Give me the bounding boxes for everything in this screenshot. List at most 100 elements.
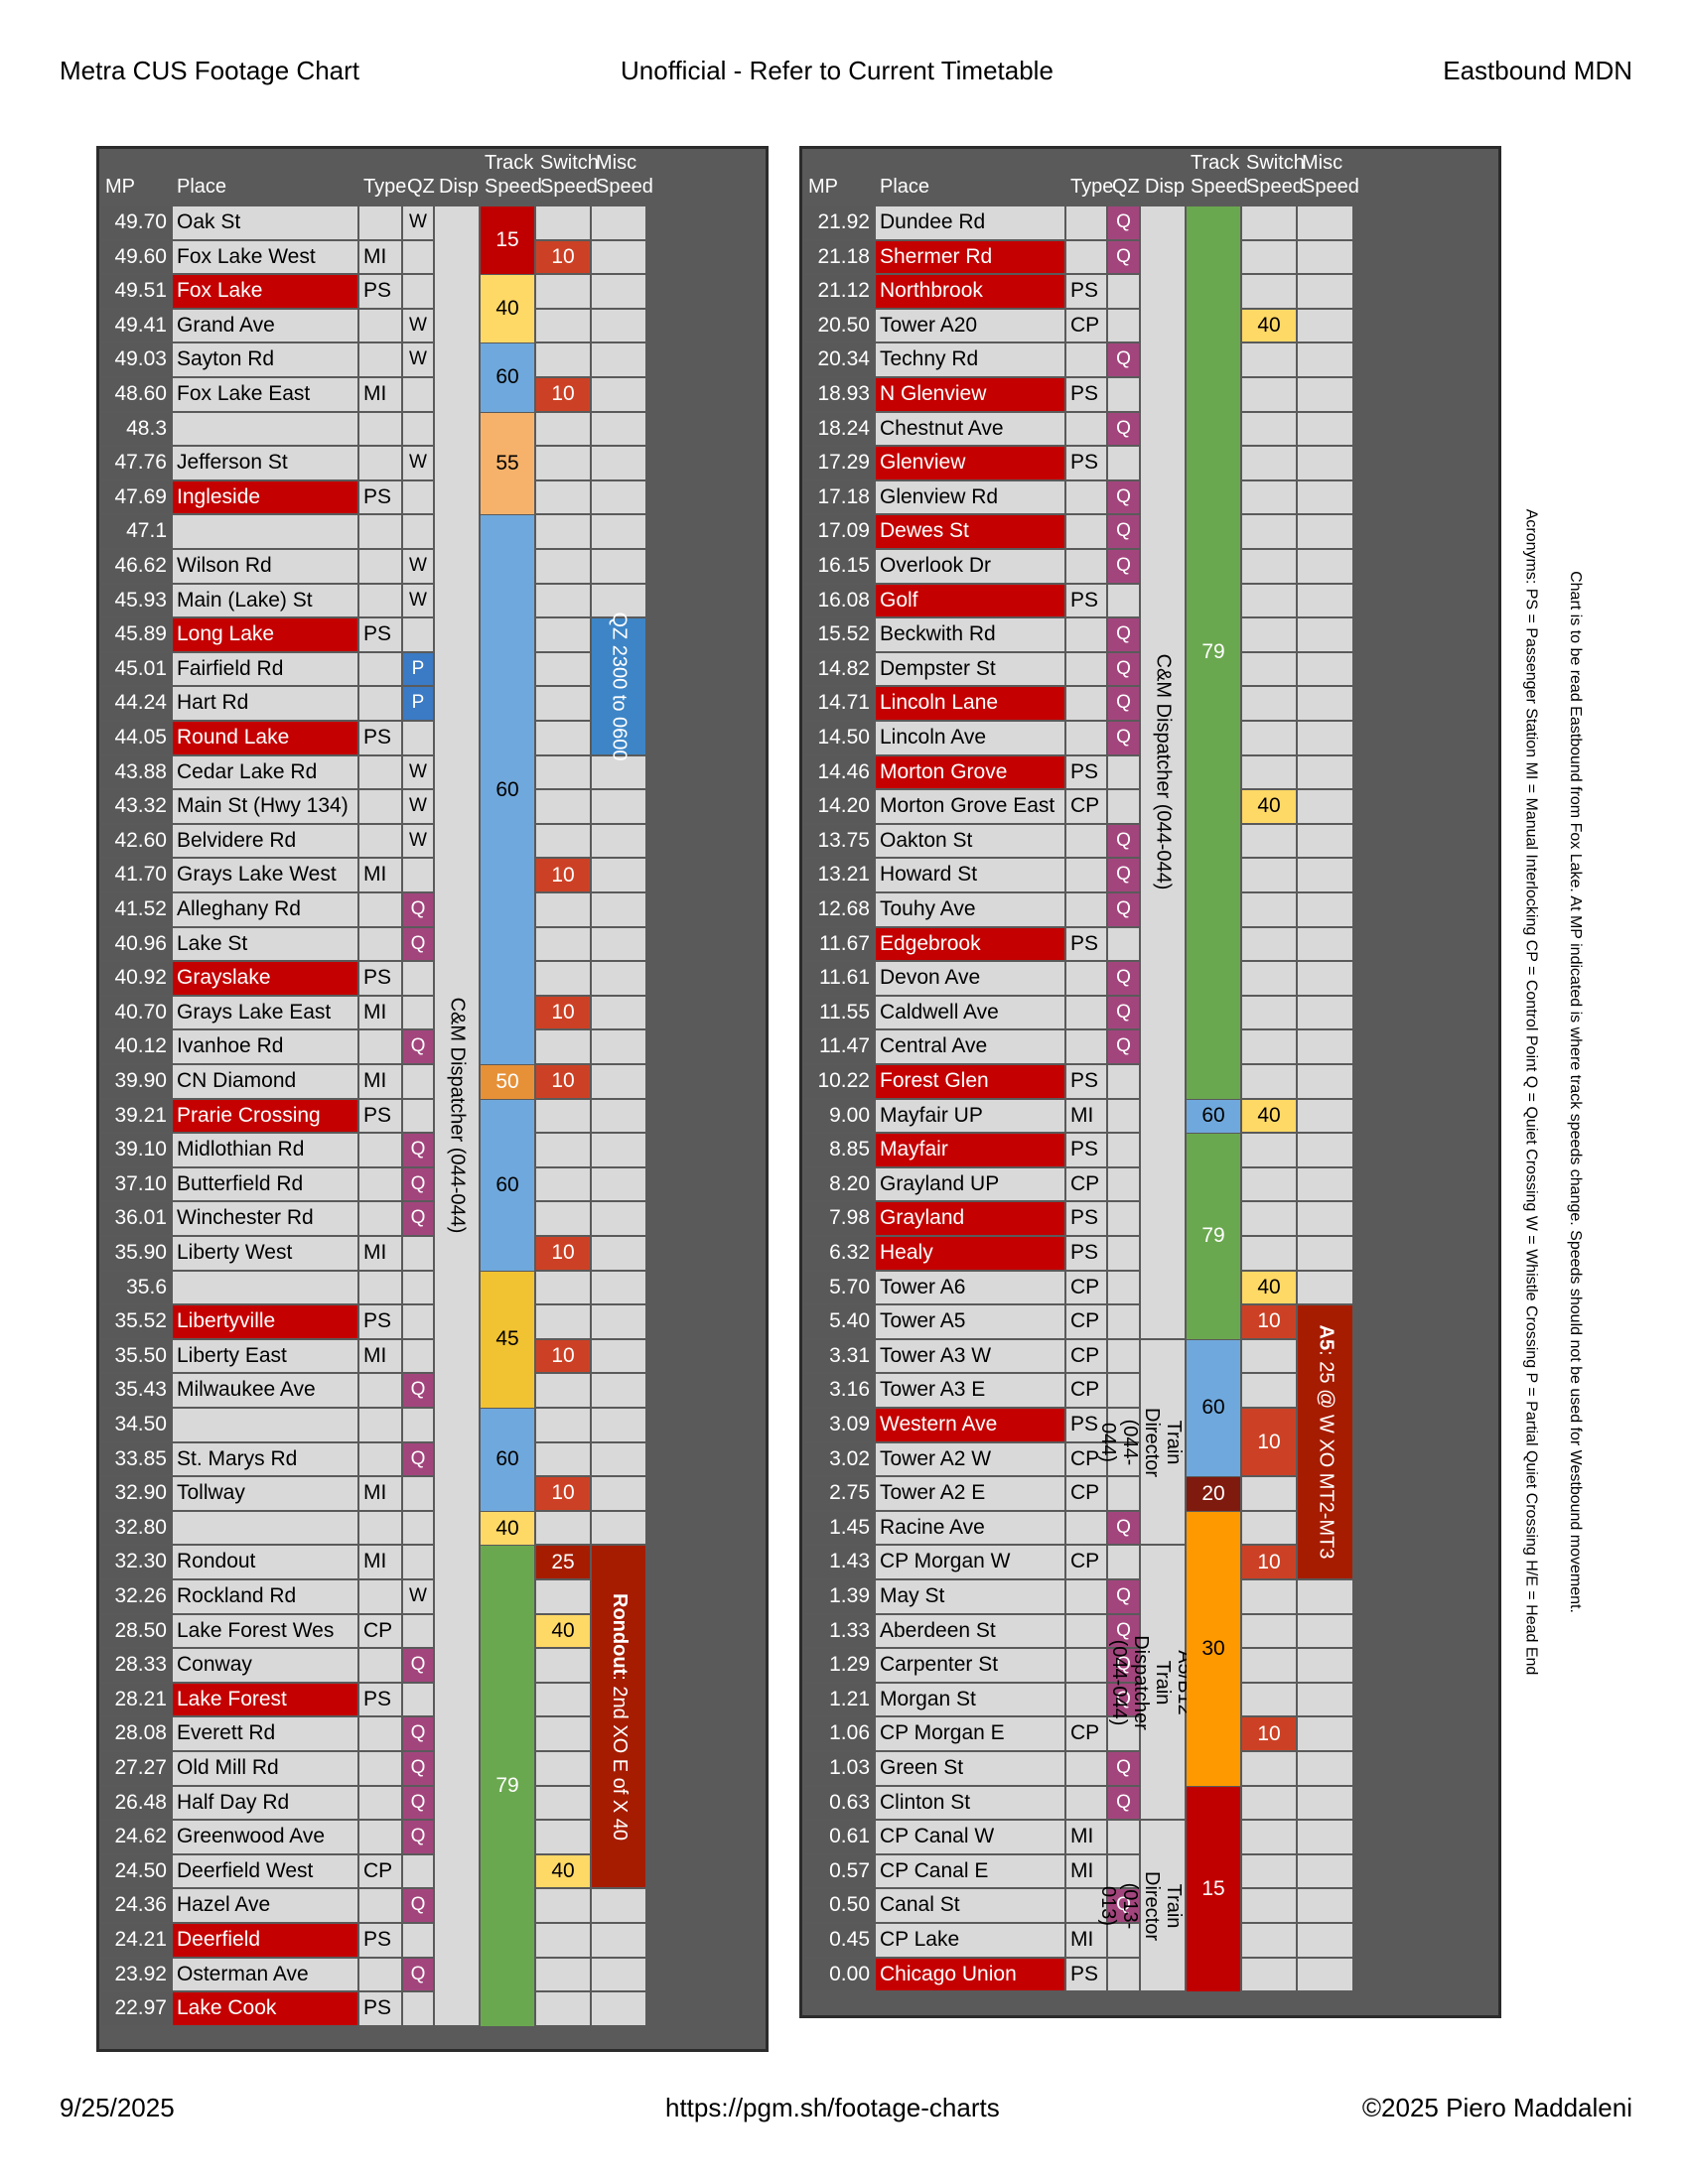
misc-speed-cell [592,790,645,823]
mile-post: 40.70 [101,996,171,1029]
place-type [359,584,401,617]
mile-post: 1.03 [804,1752,874,1785]
place-type [1066,1511,1106,1545]
place-name: Central Ave [876,1030,1064,1063]
place-type [359,755,401,789]
switch-speed-cell [536,1958,590,1991]
place-name: Shermer Rd [876,240,1064,274]
mile-post: 5.40 [804,1305,874,1338]
place-type [1066,962,1106,995]
place-name: Devon Ave [876,962,1064,995]
place-type [359,447,401,479]
place-type: MI [359,1065,401,1098]
mile-post: 26.48 [101,1786,171,1820]
quiet-zone-marker [1108,584,1139,617]
mile-post: 0.63 [804,1786,874,1820]
switch-speed-cell [1242,687,1296,720]
switch-speed-cell [1242,755,1296,789]
switch-speed-cell [536,962,590,995]
quiet-zone-marker: Q [1108,893,1139,926]
track-speed-block: 15 [1187,1786,1240,1992]
place-type [359,1409,401,1441]
place-name [173,515,357,548]
mile-post: 18.24 [804,412,874,446]
place-name: Green St [876,1752,1064,1785]
track-speed-block: 15 [481,206,534,275]
mile-post: 3.31 [804,1339,874,1373]
col-header-switch: Switch Speed [1242,151,1305,199]
chart-note: Chart is to be read Eastbound from Fox L… [1567,571,1585,1613]
misc-speed-cell [592,893,645,926]
switch-speed-cell [536,1683,590,1716]
misc-speed-cell [1298,1889,1352,1922]
misc-speed-cell [1298,996,1352,1029]
switch-speed-cell [536,1717,590,1750]
quiet-zone-marker [403,1924,433,1957]
quiet-zone-marker: W [403,550,433,583]
misc-speed-cell [592,1374,645,1407]
header-right: Eastbound MDN [1443,56,1632,85]
col-header-misc-line1: Misc [1302,152,1343,174]
mile-post: 35.90 [101,1237,171,1270]
place-type: PS [1066,275,1106,308]
switch-speed-cell [1242,1752,1296,1785]
mile-post: 0.45 [804,1924,874,1957]
switch-speed-cell [536,1030,590,1063]
switch-speed-cell [1242,1477,1296,1510]
switch-speed-cell [536,1649,590,1682]
place-name: Main (Lake) St [173,584,357,617]
switch-speed-cell [536,206,590,239]
misc-speed-cell [1298,859,1352,891]
misc-speed-label: A5: 25 @ W XO MT2-MT3 [1314,1325,1336,1560]
col-header-type-line1: Type [363,176,407,198]
misc-speed-cell [1298,412,1352,446]
misc-speed-cell [1298,1683,1352,1716]
place-name: Caldwell Ave [876,996,1064,1029]
place-type: MI [359,378,401,411]
mile-post: 28.21 [101,1683,171,1716]
track-speed-block: 79 [1187,1134,1240,1339]
switch-speed-cell [536,584,590,617]
place-name: Cedar Lake Rd [173,755,357,789]
place-type [359,652,401,686]
misc-speed-cell [592,275,645,308]
place-name: Belvidere Rd [173,824,357,858]
quiet-zone-marker [403,515,433,548]
place-type [359,1821,401,1853]
place-name: Golf [876,584,1064,617]
switch-speed-block: 40 [1242,309,1296,342]
place-type: MI [1066,1821,1106,1853]
switch-speed-cell [536,309,590,342]
mile-post: 36.01 [101,1202,171,1235]
place-type: MI [359,1339,401,1373]
misc-speed-cell [1298,550,1352,583]
misc-speed-label-bold: A5 [1315,1324,1336,1351]
misc-speed-cell [592,515,645,548]
mile-post: 43.88 [101,755,171,789]
place-name: Tower A2 W [876,1442,1064,1476]
place-type: MI [359,1477,401,1510]
misc-speed-cell [592,1958,645,1991]
track-speed-block: 60 [1187,1339,1240,1477]
switch-speed-cell [536,1271,590,1304]
misc-speed-cell [1298,927,1352,961]
misc-speed-cell [592,927,645,961]
place-name [173,1511,357,1545]
place-type: PS [359,618,401,651]
quiet-zone-marker: Q [1108,1649,1139,1682]
misc-speed-cell [592,1065,645,1098]
switch-speed-cell [536,515,590,548]
quiet-zone-marker: Q [403,1821,433,1853]
misc-speed-cell [1298,1614,1352,1648]
col-header-qz: QZ [403,175,435,199]
col-header-switch: Switch Speed [536,151,599,199]
quiet-zone-marker [1108,790,1139,823]
place-type [1066,722,1106,754]
place-type [359,1649,401,1682]
quiet-zone-marker [1108,1958,1139,1991]
misc-speed-cell [592,996,645,1029]
place-type [1066,515,1106,548]
quiet-zone-marker: W [403,343,433,376]
misc-speed-cell [1298,1202,1352,1235]
switch-speed-cell [1242,1683,1296,1716]
